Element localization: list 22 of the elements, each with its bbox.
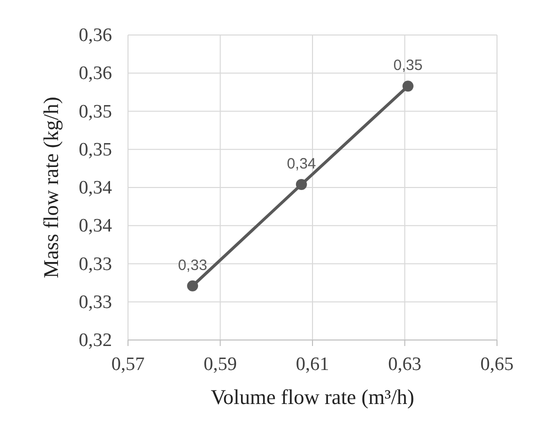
data-label: 0,33 [178, 256, 208, 274]
x-tick-label: 0,65 [480, 354, 514, 375]
y-tick-label: 0,36 [78, 63, 112, 84]
y-axis-title: Mass flow rate (kg/h) [39, 96, 63, 278]
point [187, 280, 198, 292]
y-tick-label: 0,35 [78, 101, 112, 122]
x-tick-label: 0,57 [111, 354, 145, 375]
data-label: 0,34 [286, 155, 316, 172]
point [402, 80, 414, 92]
y-tick-label: 0,36 [78, 25, 112, 46]
x-axis-title: Volume flow rate (m³/h) [210, 385, 414, 409]
x-tick-label: 0,63 [388, 354, 422, 375]
y-tick-label: 0,34 [78, 216, 112, 237]
data-label: 0,35 [393, 57, 423, 74]
y-tick-label: 0,32 [78, 330, 112, 351]
y-tick-label: 0,33 [78, 254, 112, 275]
y-tick-label: 0,35 [78, 139, 112, 160]
x-tick-label: 0,61 [296, 354, 330, 375]
y-tick-label: 0,33 [78, 292, 112, 313]
y-tick-label: 0,34 [78, 178, 112, 198]
x-tick-label: 0,59 [204, 354, 237, 375]
point [296, 178, 307, 190]
